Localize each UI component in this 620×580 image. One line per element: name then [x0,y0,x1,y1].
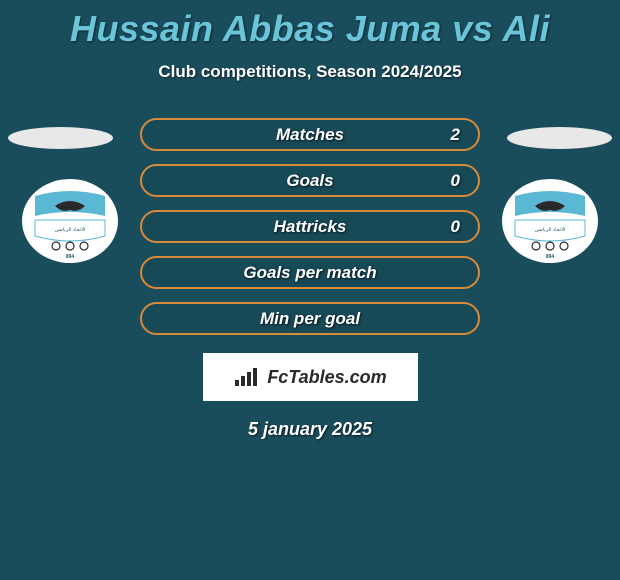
stat-row-goals: Goals 0 [140,164,480,197]
club-badge-left: الاتحاد الرياضي 894 [20,178,120,264]
stat-value: 2 [451,125,460,145]
stat-row-min-per-goal: Min per goal [140,302,480,335]
chart-icon [233,366,261,388]
svg-text:894: 894 [66,254,75,260]
svg-text:الاتحاد الرياضي: الاتحاد الرياضي [55,227,86,233]
stat-label: Goals per match [243,263,376,283]
club-badge-right: الاتحاد الرياضي 894 [500,178,600,264]
subtitle: Club competitions, Season 2024/2025 [0,62,620,82]
stat-row-goals-per-match: Goals per match [140,256,480,289]
stat-row-matches: Matches 2 [140,118,480,151]
date: 5 january 2025 [0,419,620,440]
svg-text:الاتحاد الرياضي: الاتحاد الرياضي [535,227,566,233]
page-title: Hussain Abbas Juma vs Ali [0,0,620,50]
stat-label: Goals [286,171,333,191]
svg-text:894: 894 [546,254,555,260]
player-ellipse-left [8,127,113,149]
stat-row-hattricks: Hattricks 0 [140,210,480,243]
logo-text: FcTables.com [267,367,386,388]
stat-value: 0 [451,171,460,191]
stat-label: Min per goal [260,309,360,329]
logo-box: FcTables.com [203,353,418,401]
player-ellipse-right [507,127,612,149]
stat-label: Hattricks [274,217,347,237]
stat-value: 0 [451,217,460,237]
stat-label: Matches [276,125,344,145]
